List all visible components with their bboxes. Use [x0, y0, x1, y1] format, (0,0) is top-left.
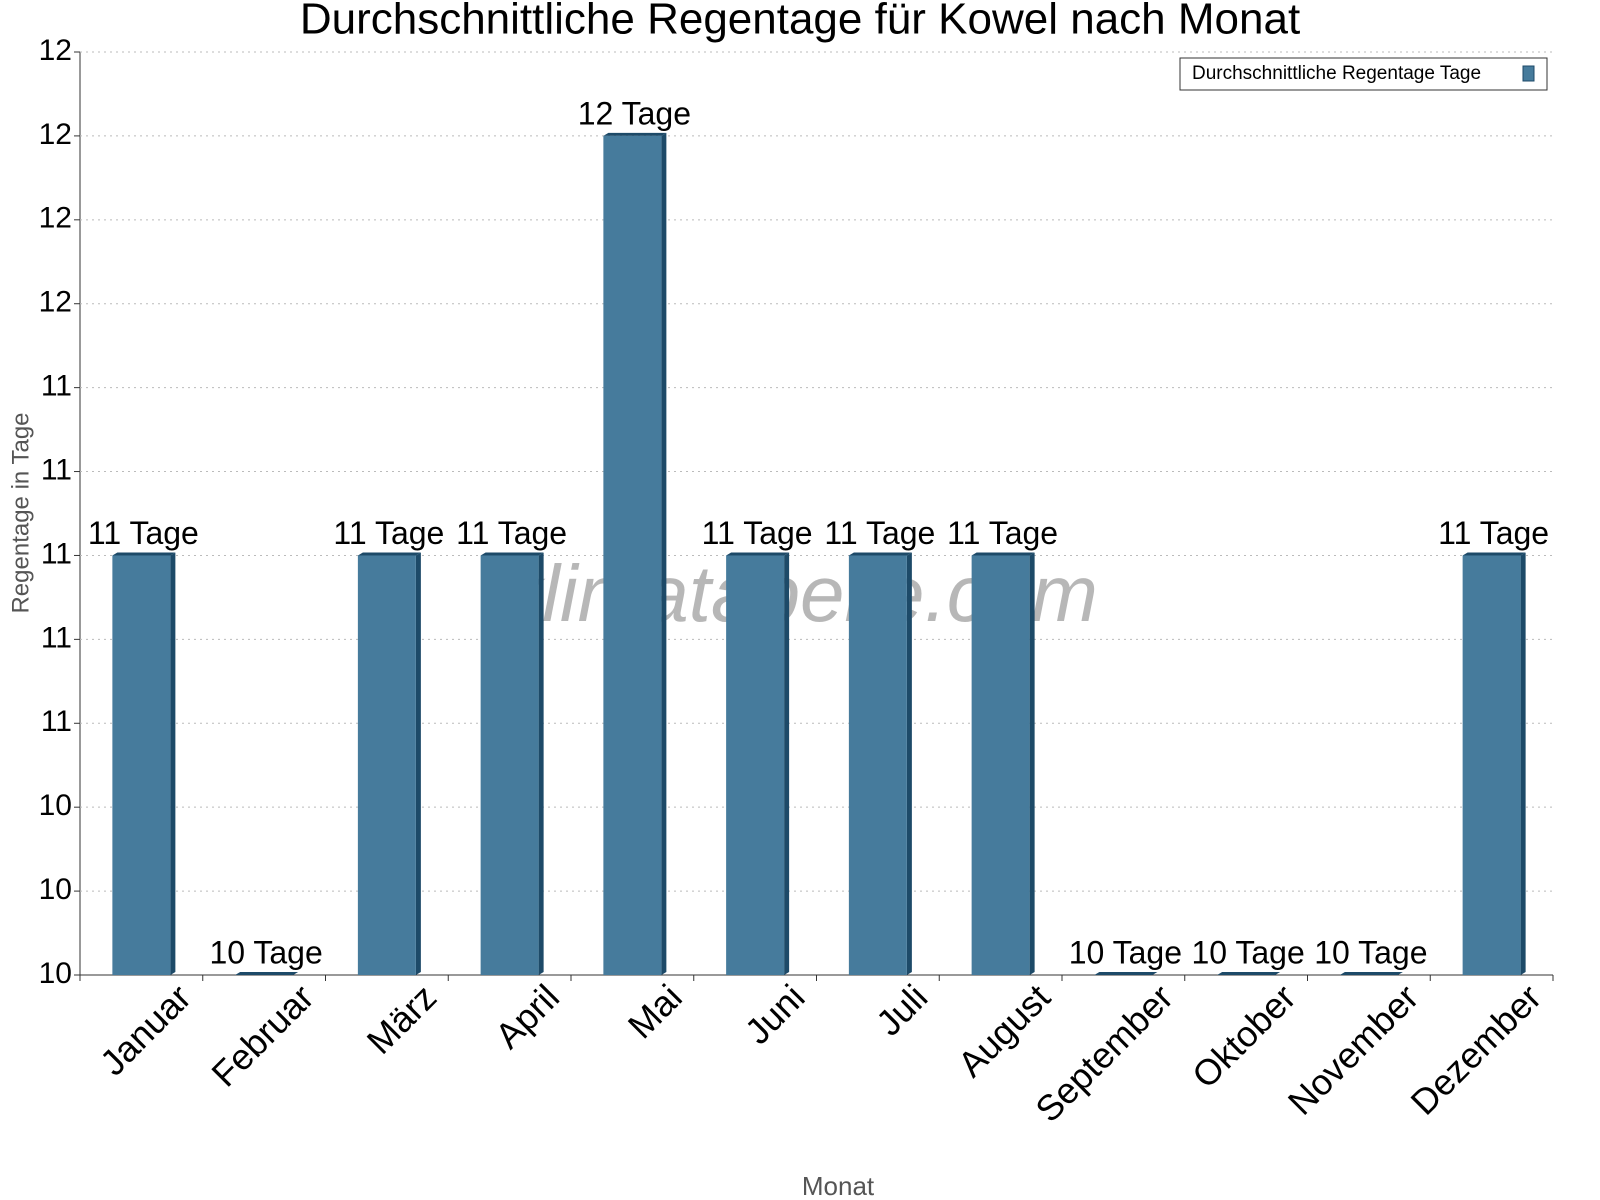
bar-top — [1339, 972, 1403, 975]
y-tick-label: 11 — [41, 705, 72, 738]
value-label: 11 Tage — [702, 515, 813, 551]
y-tick-label: 12 — [39, 286, 72, 319]
y-tick-label: 12 — [39, 34, 72, 67]
bar-top — [480, 552, 544, 556]
bar-side — [415, 552, 421, 975]
bar-side — [784, 552, 790, 975]
y-tick-label: 12 — [39, 118, 72, 151]
y-tick-label: 12 — [39, 202, 72, 235]
bar-side — [1029, 552, 1035, 975]
y-axis-label: Regentage in Tage — [7, 412, 34, 613]
value-label: 11 Tage — [1438, 515, 1549, 551]
bar — [112, 555, 171, 975]
bar-top — [1094, 972, 1158, 975]
y-tick-label: 11 — [41, 370, 72, 403]
bar-top — [112, 552, 176, 556]
legend-label: Durchschnittliche Regentage Tage — [1192, 63, 1481, 84]
x-tick-label: Mai — [620, 976, 690, 1046]
x-tick-label: Juni — [737, 976, 813, 1052]
x-tick-label: Januar — [92, 976, 199, 1083]
y-tick-label: 10 — [39, 957, 72, 990]
bar-top — [603, 132, 667, 136]
y-tick-label: 11 — [41, 621, 72, 654]
bar-side — [170, 552, 176, 975]
bar — [357, 555, 416, 975]
value-label: 10 Tage — [1314, 934, 1427, 970]
bar-top — [726, 552, 790, 556]
bar-side — [538, 552, 544, 975]
bar-side — [906, 552, 912, 975]
value-label: 11 Tage — [333, 515, 444, 551]
x-tick-label: November — [1280, 976, 1426, 1122]
bar-top — [1217, 972, 1281, 975]
x-tick-label: April — [487, 976, 567, 1056]
bar-top — [235, 972, 299, 975]
value-label: 11 Tage — [947, 515, 1058, 551]
bar — [1462, 555, 1521, 975]
value-label: 10 Tage — [1069, 934, 1182, 970]
bar-top — [848, 552, 912, 556]
bar-top — [1462, 552, 1526, 556]
legend-swatch — [1522, 65, 1535, 82]
value-label: 11 Tage — [88, 515, 199, 551]
x-axis-label: Monat — [802, 1171, 875, 1200]
y-tick-label: 10 — [39, 789, 72, 822]
y-tick-label: 11 — [41, 537, 72, 570]
x-tick-label: August — [950, 976, 1058, 1084]
bar-top — [971, 552, 1035, 556]
bar — [726, 555, 785, 975]
x-tick-label: Oktober — [1184, 976, 1304, 1096]
bar-top — [357, 552, 421, 556]
x-tick-label: Februar — [203, 976, 321, 1094]
y-tick-label: 11 — [41, 453, 72, 486]
bar-side — [1520, 552, 1526, 975]
bar — [971, 555, 1030, 975]
value-label: 10 Tage — [1191, 934, 1304, 970]
chart-title: Durchschnittliche Regentage für Kowel na… — [300, 0, 1300, 44]
legend-box — [1179, 57, 1548, 91]
bar — [603, 135, 662, 976]
value-label: 11 Tage — [456, 515, 567, 551]
value-label: 10 Tage — [209, 934, 322, 970]
bar — [848, 555, 907, 975]
bar — [480, 555, 539, 975]
value-label: 11 Tage — [824, 515, 935, 551]
y-tick-label: 10 — [39, 873, 72, 906]
x-tick-label: März — [359, 976, 445, 1062]
bar-side — [661, 132, 667, 976]
x-tick-label: Juli — [868, 976, 935, 1043]
x-tick-label: Dezember — [1403, 976, 1549, 1122]
value-label: 12 Tage — [578, 95, 691, 131]
